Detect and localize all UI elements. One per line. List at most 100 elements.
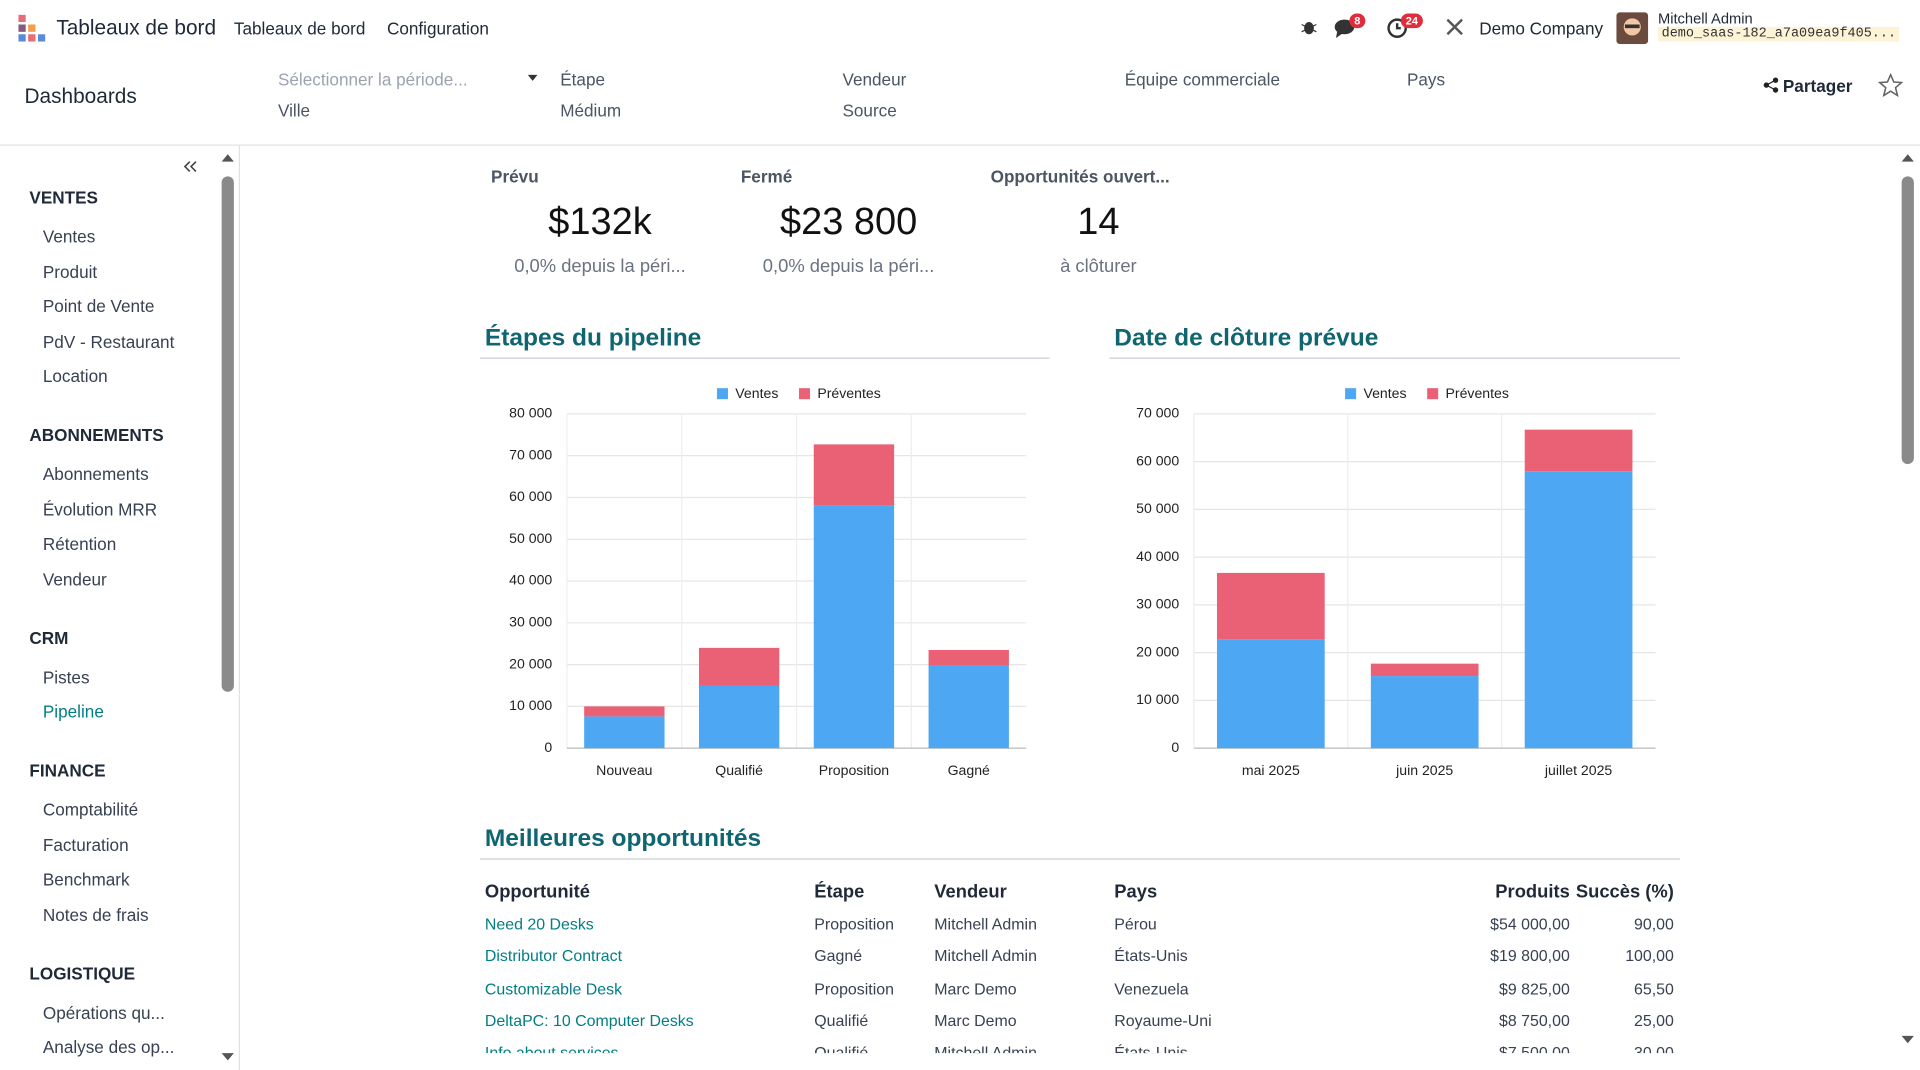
chat-icon[interactable] — [1333, 17, 1357, 39]
sidebar-item[interactable]: Analyse des op... — [42, 1037, 175, 1057]
sidebar-item[interactable]: Pistes — [42, 666, 90, 687]
activity-icon[interactable] — [1386, 17, 1408, 39]
y-tick-label: 0 — [544, 739, 552, 755]
sidebar-item[interactable]: Évolution MRR — [42, 498, 158, 519]
sidebar-item[interactable]: Comptabilité — [42, 799, 139, 820]
filter-field[interactable]: Médium — [560, 100, 622, 121]
sidebar-item[interactable]: Vendeur — [42, 568, 107, 589]
heading-rule — [1109, 357, 1681, 359]
sidebar-item[interactable]: Produit — [42, 261, 98, 282]
bar — [928, 665, 1009, 749]
sidebar-item[interactable]: Facturation — [42, 834, 129, 855]
sidebar-item[interactable]: Ventes — [42, 226, 96, 247]
filter-field[interactable]: Pays — [1406, 69, 1446, 90]
legend-swatch — [716, 388, 728, 400]
column-header[interactable]: Pays — [1114, 881, 1158, 903]
table-cell: 65,50 — [1634, 979, 1674, 998]
table-cell: 25,00 — [1634, 1011, 1674, 1030]
column-header[interactable]: Vendeur — [934, 881, 1007, 903]
opportunity-link[interactable]: Info about services — [484, 1043, 619, 1054]
menu-item[interactable]: Tableaux de bord — [233, 18, 366, 38]
sidebar-section[interactable]: ABONNEMENTS — [29, 424, 164, 445]
sidebar-item[interactable]: Benchmark — [42, 869, 130, 889]
app-logo[interactable] — [18, 14, 46, 42]
y-tick-label: 0 — [1171, 739, 1179, 755]
share-icon[interactable] — [1763, 77, 1779, 93]
sidebar-item[interactable]: Point de Vente — [42, 296, 155, 316]
menu-item[interactable]: Configuration — [386, 18, 489, 38]
y-tick-label: 30 000 — [509, 614, 552, 630]
database-name: demo_saas-182_a7a09ea9f405... — [1657, 26, 1900, 42]
user-name[interactable]: Mitchell Admin — [1657, 9, 1753, 27]
table-cell: $54 000,00 — [1490, 914, 1570, 934]
sidebar: VENTES Ventes Produit Point de Vente PdV - R… — [0, 145, 241, 1070]
table-cell: $9 825,00 — [1498, 979, 1570, 998]
avatar[interactable] — [1616, 12, 1649, 45]
opportunity-link[interactable]: Distributor Contract — [484, 946, 623, 966]
bar — [1216, 639, 1325, 749]
filter-field[interactable]: Sélectionner la période... — [277, 69, 468, 90]
filter-field[interactable]: Vendeur — [842, 69, 907, 90]
bar — [698, 685, 780, 749]
sidebar-item[interactable]: Opérations qu... — [42, 1002, 165, 1022]
table-cell: Mitchell Admin — [934, 1043, 1037, 1054]
breadcrumb[interactable]: Dashboards — [24, 84, 137, 108]
sidebar-section[interactable]: LOGISTIQUE — [29, 963, 136, 983]
opportunity-link[interactable]: DeltaPC: 10 Computer Desks — [484, 1011, 694, 1030]
sidebar-section[interactable]: CRM — [29, 627, 69, 648]
settings-icon[interactable] — [1445, 17, 1465, 37]
scrollbar-track — [221, 154, 234, 1061]
table-cell: Proposition — [814, 914, 894, 934]
kpi-subtitle: à clôturer — [1060, 255, 1137, 277]
table-cell: Royaume-Uni — [1114, 1011, 1212, 1030]
filter-field[interactable]: Équipe commerciale — [1124, 69, 1281, 90]
share-button[interactable]: Partager — [1782, 75, 1853, 96]
legend-label: Ventes — [1363, 385, 1406, 401]
sidebar-item[interactable]: Rétention — [42, 533, 117, 554]
bar — [1524, 429, 1633, 472]
collapse-icon[interactable] — [183, 160, 199, 172]
y-tick-label: 10 000 — [509, 697, 552, 713]
sidebar-item[interactable]: Abonnements — [42, 464, 149, 484]
scrollbar[interactable] — [220, 152, 235, 1070]
table-cell: Pérou — [1114, 914, 1157, 934]
navbar: Tableaux de bord Tableaux de bord Config… — [0, 0, 1920, 56]
table-cell: Venezuela — [1114, 979, 1189, 998]
sidebar-item[interactable]: Pipeline — [42, 701, 104, 722]
bar — [813, 505, 895, 749]
company-switch[interactable]: Demo Company — [1479, 18, 1604, 38]
dashboard: Prévu $132k 0,0% depuis la péri... Fermé $23… — [240, 146, 1920, 1053]
filter-field[interactable]: Source — [842, 100, 897, 121]
chart: 0 10 000 20 000 30 000 40 000 50 000 60 000 70 … — [1136, 385, 1656, 778]
legend-label: Préventes — [1446, 385, 1509, 401]
column-header[interactable]: Succès (%) — [1575, 881, 1674, 903]
kpi-title: Prévu — [491, 166, 539, 187]
sidebar-item[interactable]: Notes de frais — [42, 904, 149, 924]
app-name[interactable]: Tableaux de bord — [56, 15, 217, 40]
y-tick-label: 70 000 — [509, 446, 552, 462]
column-header[interactable]: Opportunité — [484, 881, 590, 903]
column-header[interactable]: Produits — [1495, 881, 1570, 903]
sidebar-section[interactable]: VENTES — [29, 187, 98, 207]
kpi-title: Fermé — [740, 166, 793, 187]
sidebar-item[interactable]: PdV - Restaurant — [42, 331, 175, 351]
kpi-subtitle: 0,0% depuis la péri... — [514, 255, 686, 277]
sidebar-section[interactable]: FINANCE — [29, 760, 106, 781]
filter-field[interactable]: Étape — [560, 69, 606, 90]
sidebar-item[interactable]: Location — [42, 366, 108, 386]
main-scrollbar[interactable] — [1900, 152, 1915, 1052]
opportunity-link[interactable]: Need 20 Desks — [484, 914, 594, 934]
table-cell: Proposition — [814, 979, 894, 998]
debug-icon[interactable] — [1300, 17, 1317, 37]
chart-title: Étapes du pipeline — [484, 324, 702, 352]
bar — [584, 716, 665, 749]
table-cell: Qualifié — [814, 1011, 869, 1030]
y-tick-label: 80 000 — [509, 405, 552, 421]
table-cell: Mitchell Admin — [934, 946, 1037, 966]
dropdown-caret[interactable] — [527, 74, 540, 82]
column-header[interactable]: Étape — [814, 881, 865, 903]
favorite-star[interactable] — [1878, 73, 1903, 97]
table-cell: Gagné — [814, 946, 863, 966]
opportunity-link[interactable]: Customizable Desk — [484, 979, 623, 998]
filter-field[interactable]: Ville — [277, 100, 311, 121]
